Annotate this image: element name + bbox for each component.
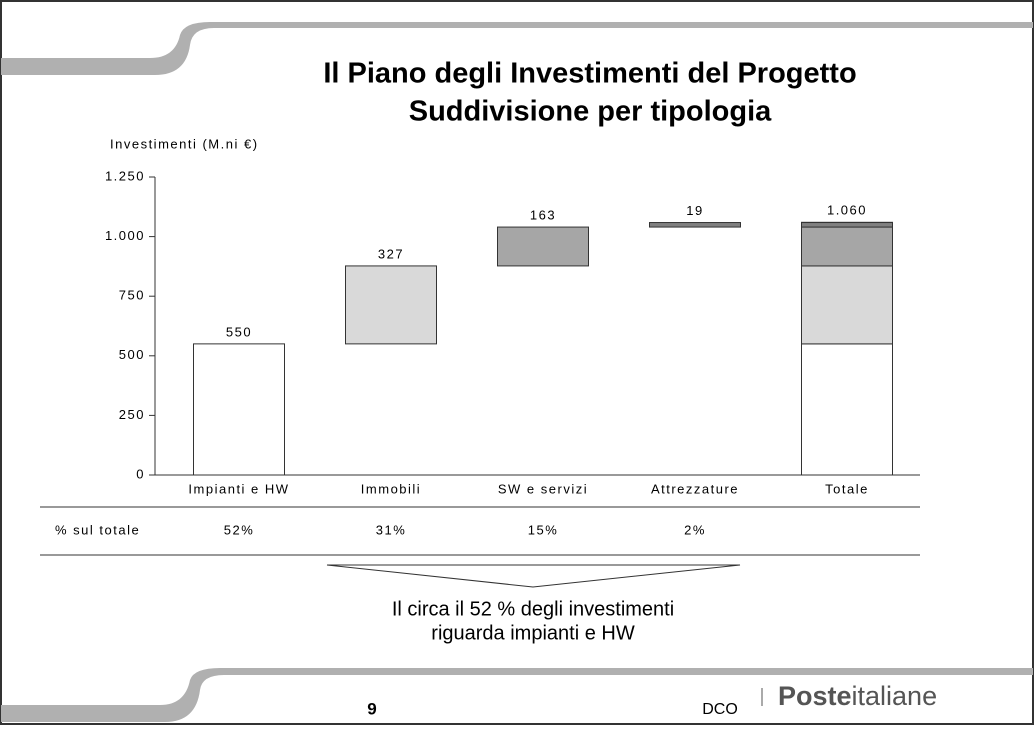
share-label: % sul totale (55, 522, 140, 537)
share-value: 52% (224, 522, 255, 537)
y-tick-label: 500 (119, 347, 145, 362)
y-tick-label: 1.250 (105, 168, 145, 183)
page-number: 9 (367, 699, 376, 718)
value-label: 163 (530, 208, 556, 223)
x-tick-label: SW e servizi (498, 481, 588, 496)
note: Il circa il 52 % degli investimenti (392, 598, 674, 620)
header-band (1, 22, 1033, 75)
unit: DCO (702, 701, 738, 718)
y-tick-label: 0 (136, 466, 145, 481)
share-value: 2% (684, 522, 706, 537)
total-segment (801, 265, 893, 345)
y-tick-label: 1.000 (105, 228, 145, 243)
subtitle: Suddivisione per tipologia (409, 96, 772, 128)
value-label: 1.060 (827, 203, 867, 218)
total-segment (801, 222, 893, 228)
total-segment (801, 343, 893, 476)
value-label: 550 (226, 324, 252, 339)
value-label: 19 (686, 203, 703, 218)
x-tick-label: Impianti e HW (188, 481, 289, 496)
y-tick-label: 250 (119, 407, 145, 422)
bar (497, 226, 589, 267)
brand-bold: Poste (778, 681, 852, 711)
share-value: 15% (528, 522, 559, 537)
x-tick-label: Attrezzature (651, 481, 739, 496)
brand: Posteitaliane (778, 681, 937, 711)
title: Il Piano degli Investimenti del Progetto (323, 58, 856, 90)
share-value: 31% (376, 522, 407, 537)
brand-light: italiane (852, 681, 938, 711)
x-tick-label: Immobili (361, 481, 421, 496)
total-bar (801, 221, 893, 476)
bar (193, 343, 285, 476)
arrow (326, 564, 741, 588)
bar (649, 222, 741, 228)
y-tick-label: 750 (119, 288, 145, 303)
y-axis-label: Investimenti (M.ni €) (110, 136, 259, 151)
value-label: 327 (378, 246, 404, 261)
footer-band (1, 668, 1033, 722)
total-segment (801, 226, 893, 267)
x-tick-label: Totale (825, 481, 869, 496)
note: riguarda impianti e HW (431, 622, 635, 644)
bar (345, 265, 437, 345)
